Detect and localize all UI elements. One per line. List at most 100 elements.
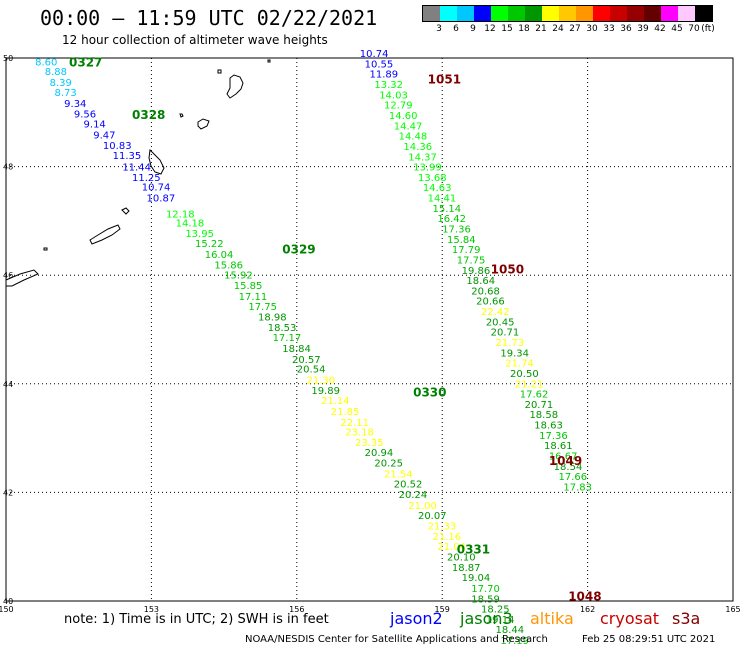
wave-height-point: 22.11 — [340, 418, 369, 429]
wave-height-point: 17.11 — [239, 292, 268, 303]
legend-label: 24 — [552, 24, 564, 34]
satellite-label-altika: altika — [530, 609, 574, 628]
wave-height-point: 19.04 — [462, 573, 491, 584]
wave-height-point: 20.24 — [399, 490, 428, 501]
wave-height-point: 12.18 — [166, 209, 195, 220]
x-tick-label: 150 — [0, 605, 14, 614]
wave-height-point: 15.85 — [234, 281, 263, 292]
wave-height-point: 21.73 — [496, 338, 525, 349]
legend-unit: (ft) — [701, 24, 715, 34]
wave-height-point: 21.54 — [384, 469, 413, 480]
wave-height-point: 9.47 — [93, 131, 115, 142]
coastline-island — [43, 247, 48, 251]
wave-height-point: 20.57 — [292, 355, 321, 366]
legend-swatch — [644, 6, 661, 21]
track-time-label: 0331 — [457, 542, 490, 556]
wave-height-point: 8.73 — [54, 88, 76, 99]
coastline-island — [197, 118, 210, 130]
wave-height-point: 20.71 — [491, 328, 520, 339]
wave-height-point: 21.04 — [437, 542, 466, 553]
wave-height-point: 21.33 — [428, 522, 457, 533]
legend-label: 70 — [688, 24, 700, 34]
wave-height-point: 13.95 — [185, 229, 214, 240]
wave-height-point: 17.36 — [539, 431, 568, 442]
wave-height-point: 8.88 — [45, 67, 67, 78]
wave-height-point: 12.79 — [384, 101, 413, 112]
wave-height-point: 11.35 — [113, 151, 142, 162]
wave-height-point: 17.75 — [457, 255, 486, 266]
wave-height-point: 13.99 — [413, 163, 442, 174]
legend-label: 21 — [535, 24, 547, 34]
track-time-label: 1049 — [549, 454, 582, 468]
page-title: 00:00 – 11:59 UTC 02/22/2021 — [40, 6, 378, 30]
wave-height-point: 15.86 — [214, 260, 243, 271]
wave-height-point: 11.25 — [132, 173, 161, 184]
wave-height-point: 18.61 — [544, 441, 573, 452]
wave-height-point: 8.60 — [35, 57, 57, 68]
wave-height-point: 10.74 — [360, 49, 389, 60]
wave-height-point: 16.42 — [437, 214, 466, 225]
wave-height-point: 11.44 — [122, 163, 151, 174]
coastline-island — [267, 59, 271, 63]
wave-height-point: 17.75 — [248, 302, 277, 313]
wave-height-point: 17.19 — [500, 636, 529, 647]
legend-label: 39 — [637, 24, 649, 34]
wave-height-point: 19.89 — [311, 386, 340, 397]
footer-credit: NOAA/NESDIS Center for Satellite Applica… — [245, 634, 548, 645]
wave-height-point: 13.32 — [374, 80, 403, 91]
legend-label: 12 — [484, 24, 496, 34]
legend-swatch — [542, 6, 559, 21]
wave-height-point: 17.36 — [442, 225, 471, 236]
legend-swatch — [508, 6, 525, 21]
wave-height-point: 21.74 — [505, 359, 534, 370]
y-tick-label: 40 — [3, 597, 13, 606]
wave-height-point: 18.63 — [534, 421, 563, 432]
wave-height-point: 18.44 — [496, 625, 525, 636]
wave-height-point: 14.03 — [379, 90, 408, 101]
wave-height-point: 9.56 — [74, 109, 96, 120]
map-frame — [5, 57, 734, 602]
y-tick-label: 48 — [3, 163, 13, 172]
coastline-island — [217, 69, 222, 74]
satellite-label-cryosat: cryosat — [600, 609, 660, 628]
legend-swatch — [695, 6, 712, 21]
wave-height-point: 17.66 — [559, 472, 588, 483]
wave-height-point: 18.25 — [481, 605, 510, 616]
legend-label: 33 — [603, 24, 615, 34]
track-time-label: 0329 — [282, 243, 315, 257]
legend-label: 6 — [453, 24, 459, 34]
legend-swatch — [610, 6, 627, 21]
coastline-island — [179, 113, 184, 118]
wave-height-point: 9.34 — [64, 99, 86, 110]
track-time-label: 1048 — [568, 590, 601, 604]
wave-height-point: 10.74 — [142, 183, 171, 194]
wave-height-point: 21.85 — [331, 407, 360, 418]
wave-height-point: 21.16 — [433, 532, 462, 543]
wave-height-point: 18.98 — [258, 312, 287, 323]
legend-swatch — [576, 6, 593, 21]
satellite-label-jason2: jason2 — [390, 609, 443, 628]
wave-height-point: 11.89 — [370, 70, 399, 81]
legend-swatch — [678, 6, 695, 21]
wave-height-point: 17.70 — [471, 584, 500, 595]
wave-height-point: 17.79 — [452, 245, 481, 256]
legend-swatch — [627, 6, 644, 21]
wave-height-point: 18.87 — [452, 563, 481, 574]
wave-height-point: 20.50 — [510, 369, 539, 380]
wave-height-point: 18.59 — [471, 594, 500, 605]
coastline-island — [5, 269, 39, 287]
legend-label: 36 — [620, 24, 632, 34]
legend-label: 45 — [671, 24, 683, 34]
legend-label: 30 — [586, 24, 598, 34]
wave-height-point: 20.52 — [394, 480, 423, 491]
wave-height-point: 21.30 — [306, 375, 335, 386]
wave-height-point: 10.55 — [365, 59, 394, 70]
legend-label: 42 — [654, 24, 666, 34]
wave-height-point: 20.07 — [418, 511, 447, 522]
wave-height-point: 18.54 — [554, 462, 583, 473]
wave-height-point: 14.41 — [428, 194, 457, 205]
legend-swatch — [457, 6, 474, 21]
legend-swatch — [661, 6, 678, 21]
wave-height-point: 13.68 — [418, 173, 447, 184]
